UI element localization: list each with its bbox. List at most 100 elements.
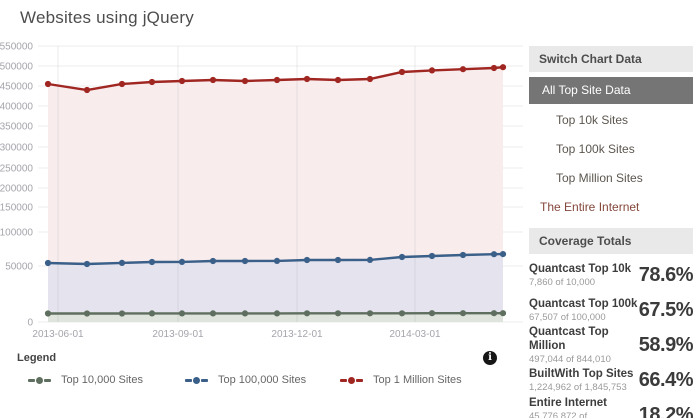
coverage-percent: 58.9% xyxy=(638,334,694,356)
series-line xyxy=(47,66,504,92)
sidebar-item-top-10k-sites[interactable]: Top 10k Sites xyxy=(556,113,629,127)
data-point xyxy=(241,77,249,85)
coverage-percent: 66.4% xyxy=(638,369,694,391)
x-axis-tick-label: 2013-12-01 xyxy=(271,329,323,340)
sidebar: Switch Chart Data All Top Site Data Top 1… xyxy=(529,46,694,418)
series-line xyxy=(47,252,504,266)
data-point xyxy=(148,258,156,266)
y-axis-tick-label: 550000 xyxy=(0,42,33,53)
data-point xyxy=(490,251,498,258)
y-axis-tick-label: 100000 xyxy=(0,228,33,239)
coverage-row: Quantcast Top 10k 7,860 of 10,000 78.6% xyxy=(529,258,694,293)
data-point xyxy=(499,251,507,258)
data-point xyxy=(459,251,467,259)
data-point xyxy=(459,310,467,317)
data-point xyxy=(241,257,249,265)
switch-chart-data-header: Switch Chart Data xyxy=(529,46,693,72)
y-axis-tick-label: 150000 xyxy=(0,203,33,214)
sidebar-item-top-million-sites[interactable]: Top Million Sites xyxy=(556,171,643,185)
coverage-row-labels: Quantcast Top Million 497,044 of 844,010 xyxy=(529,325,639,366)
coverage-percent: 18.2% xyxy=(638,404,694,418)
legend-label: Top 1 Million Sites xyxy=(373,374,462,386)
data-point xyxy=(334,76,342,84)
data-point xyxy=(490,310,498,317)
data-point xyxy=(303,75,311,83)
legend-label: Top 100,000 Sites xyxy=(218,374,307,386)
coverage-detail: 45,776,872 of 252,162,237 xyxy=(529,410,588,418)
coverage-detail: 7,860 of 10,000 xyxy=(529,277,596,288)
y-axis-tick-label: 450000 xyxy=(0,82,33,93)
data-point xyxy=(398,253,406,261)
y-axis-tick-label: 400000 xyxy=(0,102,33,113)
coverage-totals-header: Coverage Totals xyxy=(529,228,693,254)
coverage-totals-list: Quantcast Top 10k 7,860 of 10,000 78.6% Qua… xyxy=(529,258,694,418)
data-point xyxy=(398,68,406,76)
coverage-percent: 78.6% xyxy=(638,264,694,286)
data-point xyxy=(303,256,311,264)
data-point xyxy=(148,310,156,317)
y-axis-tick-label: 0 xyxy=(27,318,33,329)
chart-legend: Legend Top 10,000 Sites Top 100,000 Sites… xyxy=(0,350,528,410)
coverage-name: Quantcast Top 100k xyxy=(529,298,638,310)
data-point xyxy=(499,310,507,317)
area-fill-1 xyxy=(48,254,503,322)
data-point xyxy=(44,80,52,88)
coverage-row-labels: Quantcast Top 10k 7,860 of 10,000 xyxy=(529,262,631,289)
data-point xyxy=(303,310,311,317)
data-point xyxy=(209,310,217,317)
y-axis-tick-label: 500000 xyxy=(0,62,33,73)
data-point xyxy=(118,80,126,88)
coverage-detail: 1,224,962 of 1,845,753 xyxy=(529,382,627,393)
data-point xyxy=(178,77,186,85)
coverage-row: Quantcast Top 100k 67,507 of 100,000 67.5% xyxy=(529,293,694,328)
chart-canvas: 5500005000004500004000003500003000002500… xyxy=(0,42,523,340)
y-axis-tick-label: 300000 xyxy=(0,143,33,154)
y-axis-tick-label: 250000 xyxy=(0,164,33,175)
jquery-usage-chart: 550000 500000 450000 400000 350000 300000 2500… xyxy=(0,38,528,348)
data-point xyxy=(118,259,126,266)
x-axis-tick-label: 2013-06-01 xyxy=(32,329,84,340)
coverage-row: Quantcast Top Million 497,044 of 844,010 5… xyxy=(529,325,694,366)
info-icon[interactable]: i xyxy=(483,351,497,365)
coverage-row: BuiltWith Top Sites 1,224,962 of 1,845,75… xyxy=(529,363,694,398)
coverage-row-labels: BuiltWith Top Sites 1,224,962 of 1,845,75… xyxy=(529,367,633,394)
data-point xyxy=(118,310,126,317)
x-axis-tick-label: 2013-09-01 xyxy=(152,329,204,340)
data-point xyxy=(398,310,406,317)
coverage-detail: 497,044 of 844,010 xyxy=(529,354,611,365)
sidebar-item-top-100k-sites[interactable]: Top 100k Sites xyxy=(556,142,635,156)
legend-item: Top 1 Million Sites xyxy=(340,370,462,390)
data-point xyxy=(273,257,281,264)
legend-label: Top 10,000 Sites xyxy=(61,374,143,386)
data-point xyxy=(428,252,436,260)
coverage-name: Entire Internet xyxy=(529,396,607,409)
data-point xyxy=(209,76,217,84)
legend-marker-icon xyxy=(340,376,364,384)
legend-item: Top 100,000 Sites xyxy=(185,370,306,390)
data-point xyxy=(428,67,436,74)
data-point xyxy=(366,310,374,317)
data-point xyxy=(366,75,374,83)
data-point xyxy=(334,310,342,317)
coverage-name: BuiltWith Top Sites xyxy=(529,368,634,380)
data-point xyxy=(490,64,498,72)
y-axis-tick-label: 200000 xyxy=(0,184,33,195)
data-point xyxy=(178,310,186,317)
sidebar-item-all-top-site-data[interactable]: All Top Site Data xyxy=(529,77,693,104)
area-fill-0 xyxy=(48,313,503,322)
y-axis-tick-label: 50000 xyxy=(5,262,33,273)
data-point xyxy=(366,256,374,263)
data-point xyxy=(459,66,467,73)
page-title: Websites using jQuery xyxy=(20,8,194,27)
data-point xyxy=(44,259,52,267)
legend-item: Top 10,000 Sites xyxy=(28,370,143,390)
coverage-percent: 67.5% xyxy=(638,299,694,321)
data-point xyxy=(209,257,217,265)
data-point xyxy=(178,258,186,265)
data-point xyxy=(148,78,156,86)
sidebar-item-the-entire-internet[interactable]: The Entire Internet xyxy=(540,200,640,214)
legend-marker-icon xyxy=(185,376,209,384)
